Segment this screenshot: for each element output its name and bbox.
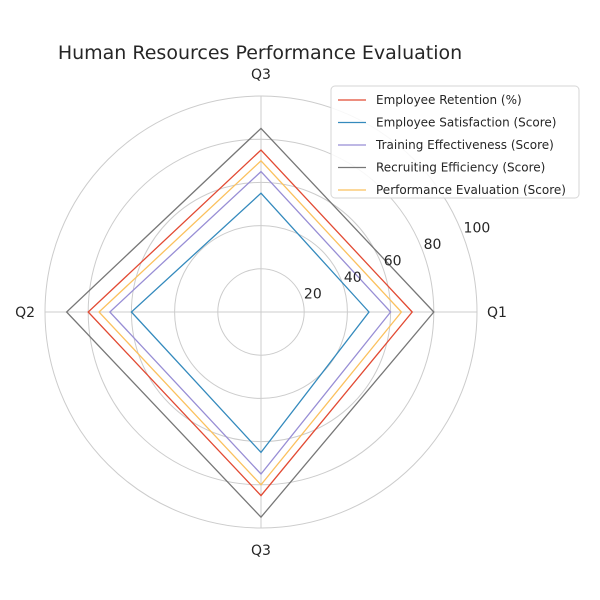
- r-tick-label-100: 100: [464, 220, 491, 236]
- axis-label-3: Q2: [15, 305, 35, 321]
- legend: Employee Retention (%) Employee Satisfact…: [330, 85, 580, 199]
- legend-label-3: Training Effectiveness (Score): [375, 138, 554, 152]
- series-line-1: [87, 149, 414, 497]
- series-line-2: [130, 192, 370, 454]
- chart-title: Human Resources Performance Evaluation: [58, 42, 462, 64]
- axis-label-2: Q3: [251, 67, 271, 83]
- axis-label-4: Q3: [251, 543, 271, 559]
- radar-labels: 20 40 60 80 100 Q1 Q3 Q2 Q3: [15, 67, 507, 559]
- r-tick-label-60: 60: [384, 253, 402, 269]
- legend-label-2: Employee Satisfaction (Score): [376, 116, 556, 130]
- legend-label-1: Employee Retention (%): [376, 93, 522, 107]
- series-line-5: [98, 159, 403, 486]
- series-line-3: [108, 170, 392, 475]
- legend-label-4: Recruiting Efficiency (Score): [376, 161, 545, 175]
- legend-frame: [330, 85, 580, 199]
- legend-label-5: Performance Evaluation (Score): [376, 183, 566, 197]
- r-tick-label-40: 40: [344, 270, 362, 286]
- r-tick-label-80: 80: [424, 237, 442, 253]
- axis-label-1: Q1: [487, 305, 507, 321]
- series-line-4: [65, 127, 435, 519]
- radar-series: [65, 127, 435, 519]
- r-tick-label-20: 20: [304, 286, 322, 302]
